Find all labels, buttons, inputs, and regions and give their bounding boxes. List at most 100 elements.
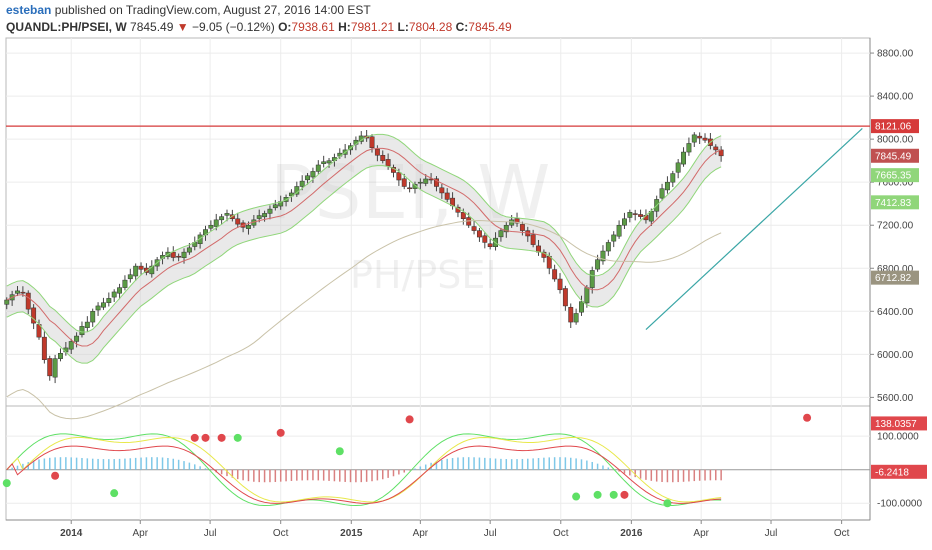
oscillator	[2, 413, 812, 508]
candle-up	[262, 213, 268, 218]
y-tick-label: 8000.00	[877, 135, 914, 146]
candle-down	[530, 234, 536, 245]
last-price: 7845.49	[130, 20, 174, 34]
candle-down	[568, 306, 574, 323]
candle-up	[622, 218, 627, 226]
osc-tick-label: -100.0000	[877, 499, 922, 510]
long-average-line	[6, 220, 722, 420]
candle-down	[541, 251, 547, 258]
y-tick-label: 6800.00	[877, 264, 914, 275]
candle-down	[476, 230, 482, 238]
candle-down	[170, 251, 176, 258]
published-text: published on TradingView.com, August 27,…	[54, 3, 371, 17]
candle-up	[79, 326, 85, 336]
candle-down	[519, 224, 525, 231]
candle-up	[600, 250, 606, 262]
candle-down	[138, 265, 144, 270]
candle-up	[267, 208, 273, 214]
candle-up	[498, 230, 504, 238]
candle-up	[315, 164, 321, 172]
candle-up	[611, 234, 617, 242]
crossover-dot	[572, 492, 581, 501]
crossover-dot	[201, 433, 210, 442]
candle-up	[417, 181, 423, 184]
y-tick-label: 5600.00	[877, 393, 914, 404]
publisher-line: esteban published on TradingView.com, Au…	[6, 3, 371, 17]
candle-up	[664, 181, 670, 191]
candle-down	[20, 291, 26, 294]
candle-up	[84, 321, 90, 328]
candle-up	[133, 265, 139, 277]
y-tick-label: 6000.00	[877, 350, 914, 361]
price-change: −9.05 (−0.12%)	[191, 20, 275, 34]
candle-up	[423, 178, 429, 184]
high-label: H:	[338, 20, 351, 34]
candle-up	[122, 279, 128, 288]
candle-up	[584, 287, 590, 304]
candle-down	[380, 155, 386, 161]
candle-down	[407, 187, 413, 190]
y-tick-label: 7600.00	[877, 178, 914, 189]
candle-up	[686, 143, 692, 153]
candle-up	[90, 311, 96, 323]
candle-up	[321, 161, 327, 164]
band-upper-line	[6, 133, 722, 333]
price-tag-label: 6712.82	[875, 273, 912, 284]
y-tick-label: 6400.00	[877, 307, 914, 318]
crossover-dot	[233, 433, 242, 442]
candle-up	[68, 341, 74, 350]
candle-down	[374, 148, 380, 156]
candle-up	[213, 219, 219, 227]
candle-up	[95, 305, 101, 311]
price-tag-box	[871, 168, 919, 183]
crossover-dot	[51, 471, 60, 480]
price-tag-box	[871, 270, 919, 285]
osc-tag-box	[871, 464, 927, 479]
price-tag-label: 7845.49	[875, 151, 912, 162]
crossover-dot	[663, 499, 672, 508]
candle-down	[552, 269, 558, 280]
candle-down	[697, 135, 703, 139]
crossover-dot	[620, 490, 629, 499]
price-tag-label: 7412.83	[875, 198, 912, 209]
candle-up	[15, 290, 20, 294]
candle-up	[627, 212, 633, 218]
author-name[interactable]: esteban	[6, 3, 52, 17]
candle-down	[562, 288, 568, 307]
axis-labels: 8800.00 8400.00 8000.00 7600.00 7200.00 6800.…	[60, 49, 922, 539]
candle-up	[186, 247, 192, 253]
x-tick-label: Jul	[204, 528, 217, 539]
candle-up	[310, 171, 316, 178]
open-label: O:	[278, 20, 292, 34]
candle-up	[503, 224, 509, 233]
price-tag-box	[871, 119, 919, 134]
candle-down	[176, 255, 182, 258]
main-pane[interactable]	[5, 37, 871, 407]
candle-up	[52, 358, 58, 378]
candle-up	[605, 242, 611, 252]
candle-down	[487, 243, 493, 247]
oscillator-pane[interactable]	[5, 405, 871, 521]
candle-up	[595, 259, 601, 270]
crossover-dot	[593, 490, 602, 499]
symbol-label[interactable]: QUANDL:PH/PSEI, W	[6, 20, 127, 34]
y-tick-label: 8800.00	[877, 49, 914, 60]
x-tick-label: Jul	[484, 528, 497, 539]
candle-up	[509, 219, 515, 226]
x-tick-label: Oct	[553, 528, 569, 539]
change-down-icon: ▼	[176, 20, 189, 34]
candle-up	[58, 353, 63, 359]
candle-down	[396, 172, 402, 181]
candle-up	[675, 162, 681, 173]
crossover-dot	[2, 479, 11, 488]
price-tag-label: 8121.06	[875, 122, 912, 133]
x-tick-label: 2016	[620, 528, 643, 539]
open-value: 7938.61	[291, 20, 335, 34]
crossover-dot	[609, 490, 618, 499]
candle-up	[106, 298, 112, 303]
candle-down	[444, 192, 450, 200]
candle-up	[74, 335, 80, 342]
osc-tag-box	[871, 416, 927, 431]
osc-slow-line	[6, 436, 722, 503]
